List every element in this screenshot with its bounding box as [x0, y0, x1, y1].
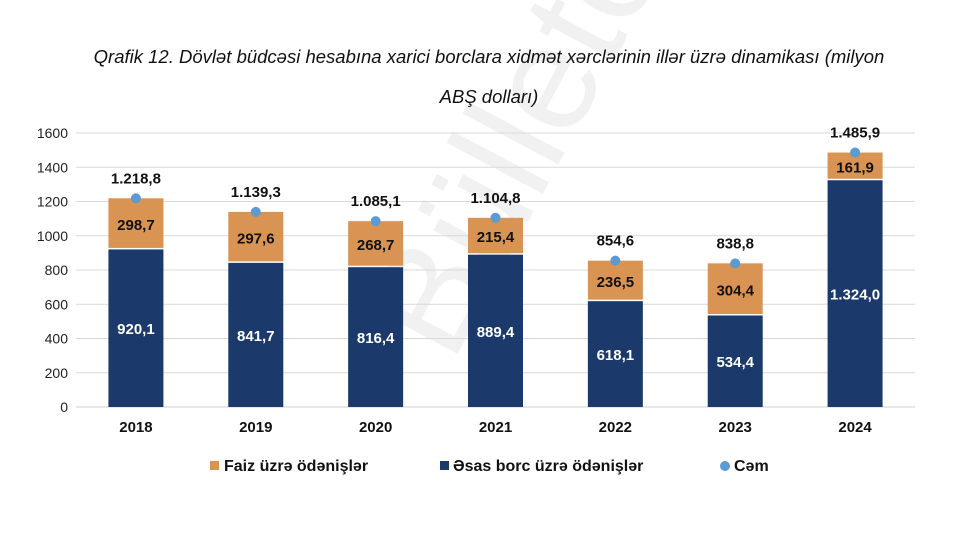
bar-esas-borc	[468, 254, 523, 407]
data-label-cem: 854,6	[597, 233, 635, 250]
bar-esas-borc	[587, 301, 643, 407]
x-tick-label: 2018	[119, 419, 152, 436]
bar-faiz	[468, 217, 523, 254]
bar-faiz	[707, 263, 763, 314]
x-tick-label: 2023	[719, 419, 752, 436]
data-label-esas-borc: 618,1	[597, 347, 635, 364]
data-label-esas-borc: 816,4	[357, 330, 395, 347]
point-cem	[370, 216, 381, 227]
point-cem	[250, 206, 261, 217]
data-label-esas-borc: 841,7	[237, 328, 275, 345]
x-tick-label: 2021	[479, 419, 512, 436]
bar-esas-borc	[827, 180, 883, 407]
y-tick-label: 1600	[37, 125, 68, 141]
legend-swatch-faiz	[210, 461, 219, 470]
x-tick-label: 2024	[838, 419, 872, 436]
data-label-faiz: 161,9	[836, 159, 874, 176]
data-label-faiz: 215,4	[477, 229, 515, 246]
y-tick-label: 600	[45, 296, 69, 312]
data-label-esas-borc: 1.324,0	[830, 287, 880, 304]
bar-faiz	[108, 198, 164, 248]
bar-faiz	[587, 260, 643, 300]
data-label-cem: 1.104,8	[470, 190, 520, 207]
y-tick-label: 200	[45, 365, 69, 381]
bar-esas-borc	[707, 315, 763, 407]
x-tick-label: 2019	[239, 419, 272, 436]
data-label-cem: 1.139,3	[231, 184, 281, 201]
legend-label-faiz: Faiz üzrə ödənişlər	[224, 458, 368, 475]
point-cem	[130, 193, 141, 204]
data-label-cem: 1.218,8	[111, 170, 161, 187]
data-label-esas-borc: 889,4	[477, 324, 515, 341]
data-label-esas-borc: 920,1	[117, 321, 155, 338]
point-cem	[610, 255, 621, 266]
data-label-faiz: 298,7	[117, 217, 155, 234]
x-tick-label: 2022	[599, 419, 632, 436]
data-label-faiz: 304,4	[716, 282, 754, 299]
legend-swatch-cem	[720, 461, 730, 471]
y-tick-label: 1200	[37, 194, 68, 210]
bar-esas-borc	[228, 262, 284, 407]
legend-swatch-esas-borc	[440, 461, 449, 470]
data-label-esas-borc: 534,4	[716, 354, 754, 371]
point-cem	[490, 212, 501, 223]
bar-esas-borc	[108, 249, 164, 407]
bar-esas-borc	[348, 267, 404, 407]
point-cem	[730, 258, 741, 269]
data-label-cem: 1.085,1	[351, 193, 401, 210]
y-tick-label: 0	[60, 399, 68, 415]
point-cem	[850, 147, 861, 158]
chart-title: Qrafik 12. Dövlət büdcəsi hesabına xaric…	[93, 46, 885, 67]
y-tick-label: 1400	[37, 159, 68, 175]
data-label-cem: 838,8	[716, 235, 754, 252]
bar-faiz	[348, 221, 404, 266]
y-tick-label: 800	[45, 262, 69, 278]
y-tick-label: 400	[45, 331, 69, 347]
data-label-faiz: 236,5	[597, 274, 635, 291]
x-tick-label: 2020	[359, 419, 392, 436]
data-label-cem: 1.485,9	[830, 125, 880, 142]
y-tick-label: 1000	[37, 228, 68, 244]
legend-label-cem: Cəm	[734, 458, 769, 475]
data-label-faiz: 297,6	[237, 230, 275, 247]
chart-title-line2: ABŞ dolları)	[439, 86, 539, 107]
legend-label-esas-borc: Əsas borc üzrə ödənişlər	[453, 458, 643, 475]
bar-faiz	[228, 211, 284, 262]
data-label-faiz: 268,7	[357, 237, 395, 254]
